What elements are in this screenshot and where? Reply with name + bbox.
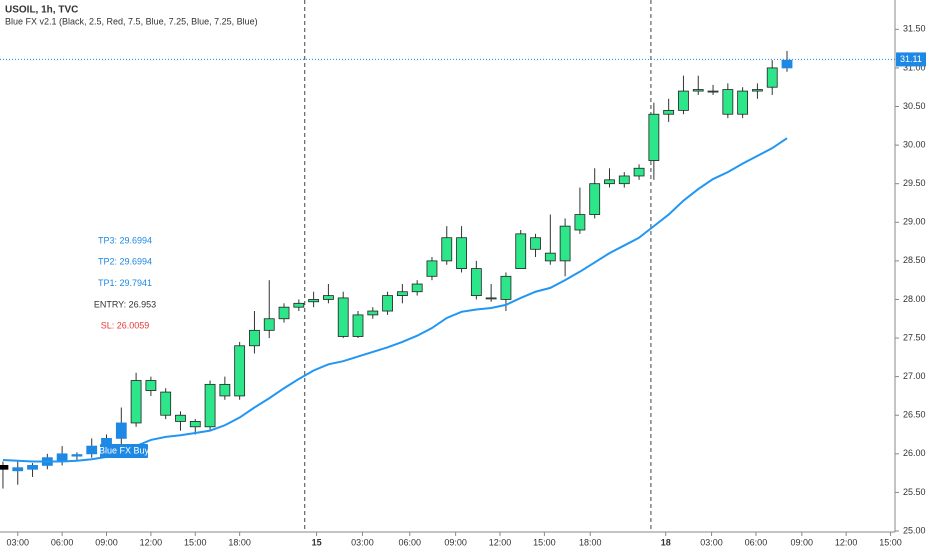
- candle-body: [234, 345, 246, 397]
- candle-body: [411, 283, 423, 293]
- candle-body: [145, 380, 157, 391]
- x-tick-label: 12:00: [489, 537, 512, 547]
- candle-body: [500, 275, 512, 300]
- candle-body: [175, 414, 186, 422]
- candle-body: [663, 109, 675, 115]
- y-tick-label: 25.50: [903, 487, 926, 497]
- y-tick-label: 26.00: [903, 448, 926, 458]
- y-tick-label: 28.50: [903, 255, 926, 265]
- x-tick-label: 03:00: [351, 537, 374, 547]
- annotation: ENTRY: 26.953: [94, 299, 156, 309]
- candle-body: [530, 237, 541, 250]
- indicator-label: Blue FX v2.1 (Black, 2.5, Red, 7.5, Blue…: [5, 16, 258, 26]
- candle-body: [382, 295, 393, 312]
- annotation: SL: 26.0059: [101, 321, 150, 331]
- y-tick-label: 31.00: [903, 62, 926, 72]
- candle-body: [544, 252, 556, 262]
- y-tick-label: 31.50: [903, 24, 926, 34]
- last-price-box: [896, 52, 926, 67]
- candle-body: [308, 299, 320, 303]
- candle-body: [485, 297, 497, 300]
- x-tick-label: 18:00: [228, 537, 251, 547]
- x-tick-label: 15:00: [879, 537, 902, 547]
- x-tick-label: 18:00: [579, 537, 602, 547]
- y-tick-label: 28.00: [903, 294, 926, 304]
- signal-box: [100, 444, 148, 458]
- x-tick-label: 18: [661, 537, 671, 547]
- y-tick-label: 27.50: [903, 332, 926, 342]
- candle-body: [456, 237, 467, 269]
- y-tick-label: 29.50: [903, 178, 926, 188]
- candle-body: [323, 295, 334, 300]
- candle-body: [559, 225, 571, 262]
- candle-body: [367, 310, 379, 316]
- candle-body: [707, 90, 719, 93]
- candle-body: [219, 383, 231, 397]
- candle-body: [678, 90, 689, 111]
- candle-body: [722, 89, 734, 115]
- x-tick-label: 15: [312, 537, 322, 547]
- candle-body: [737, 90, 749, 115]
- x-tick-label: 06:00: [745, 537, 768, 547]
- candle-body: [337, 297, 349, 337]
- candle-body: [426, 260, 438, 277]
- candle-body: [86, 445, 98, 455]
- chart-title: USOIL, 1h, TVC: [5, 5, 78, 16]
- x-tick-label: 09:00: [791, 537, 814, 547]
- candle-body: [752, 89, 763, 92]
- candle-body: [648, 113, 660, 161]
- x-tick-label: 03:00: [6, 537, 29, 547]
- x-tick-label: 12:00: [835, 537, 858, 547]
- candle-body: [781, 59, 793, 69]
- annotation: TP1: 29.7941: [98, 278, 152, 288]
- candle-body: [130, 380, 142, 424]
- candle-body: [27, 464, 38, 470]
- candle-body: [204, 383, 216, 428]
- candle-body: [249, 329, 260, 347]
- candle-body: [12, 467, 24, 472]
- candle-body: [396, 291, 408, 297]
- y-tick-label: 30.50: [903, 101, 926, 111]
- annotation: TP2: 29.6994: [98, 257, 152, 267]
- x-tick-label: 15:00: [184, 537, 207, 547]
- x-tick-label: 06:00: [399, 537, 422, 547]
- y-tick-label: 30.00: [903, 139, 926, 149]
- candle-body: [441, 237, 453, 262]
- candle-body: [189, 421, 201, 428]
- y-tick-label: 25.00: [903, 525, 926, 535]
- x-tick-label: 03:00: [700, 537, 723, 547]
- y-tick-label: 29.00: [903, 217, 926, 227]
- candle-body: [618, 175, 630, 185]
- x-tick-label: 15:00: [533, 537, 556, 547]
- candle-body: [633, 167, 645, 177]
- candle-body: [692, 89, 704, 92]
- candle-body: [515, 233, 527, 269]
- candle-body: [604, 179, 615, 185]
- x-tick-label: 09:00: [444, 537, 467, 547]
- candle-body: [470, 268, 482, 297]
- candle-body: [0, 464, 9, 470]
- y-tick-label: 26.50: [903, 410, 926, 420]
- last-price-label: 31.11: [900, 54, 922, 64]
- candle-body: [160, 391, 172, 416]
- x-tick-label: 09:00: [95, 537, 118, 547]
- candle-body: [278, 306, 290, 320]
- signal-label: Blue FX Buy: [99, 445, 150, 455]
- candle-body: [263, 318, 275, 331]
- candle-body: [101, 437, 112, 445]
- candle-body: [293, 302, 305, 308]
- candle-body: [589, 183, 601, 215]
- candle-body: [766, 67, 778, 88]
- candle-body: [352, 314, 364, 337]
- candle-body: [574, 214, 586, 231]
- x-tick-label: 12:00: [140, 537, 163, 547]
- candle-body: [115, 422, 127, 439]
- y-tick-label: 27.00: [903, 371, 926, 381]
- candle-body: [71, 454, 83, 457]
- annotation: TP3: 29.6994: [98, 235, 152, 245]
- x-tick-label: 06:00: [51, 537, 74, 547]
